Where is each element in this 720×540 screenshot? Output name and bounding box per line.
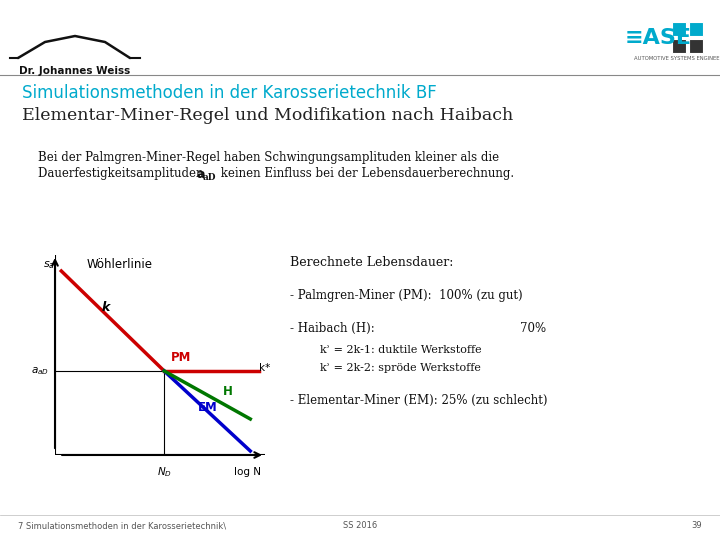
Text: kʾ = 2k-1: duktile Werkstoffe: kʾ = 2k-1: duktile Werkstoffe xyxy=(320,345,482,355)
Text: keinen Einfluss bei der Lebensdauerberechnung.: keinen Einfluss bei der Lebensdauerberec… xyxy=(217,167,514,180)
Text: $N_D$: $N_D$ xyxy=(157,465,171,479)
Text: EM: EM xyxy=(198,401,217,414)
Text: AUTOMOTIVE SYSTEMS ENGINEER: AUTOMOTIVE SYSTEMS ENGINEER xyxy=(634,56,720,60)
Text: 39: 39 xyxy=(691,522,702,530)
Bar xyxy=(689,22,703,36)
Text: 7 Simulationsmethoden in der Karosserietechnik\: 7 Simulationsmethoden in der Karosseriet… xyxy=(18,522,226,530)
Text: Berechnete Lebensdauer:: Berechnete Lebensdauer: xyxy=(290,255,454,268)
Text: ≡ASE: ≡ASE xyxy=(625,28,692,48)
Bar xyxy=(672,22,686,36)
Text: k: k xyxy=(102,301,109,314)
Text: Dr. Johannes Weiss: Dr. Johannes Weiss xyxy=(19,66,130,76)
Text: - Palmgren-Miner (PM):  100% (zu gut): - Palmgren-Miner (PM): 100% (zu gut) xyxy=(290,288,523,301)
Bar xyxy=(689,39,703,53)
Text: - Elementar-Miner (EM): 25% (zu schlecht): - Elementar-Miner (EM): 25% (zu schlecht… xyxy=(290,394,547,407)
Text: SS 2016: SS 2016 xyxy=(343,522,377,530)
Bar xyxy=(672,39,686,53)
Text: H: H xyxy=(223,385,233,398)
Text: Dauerfestigkeitsamplituden: Dauerfestigkeitsamplituden xyxy=(38,167,207,180)
Text: Elementar-Miner-Regel und Modifikation nach Haibach: Elementar-Miner-Regel und Modifikation n… xyxy=(22,106,513,124)
Text: log N: log N xyxy=(234,467,261,477)
Text: PM: PM xyxy=(171,351,191,364)
Text: aD: aD xyxy=(203,173,217,183)
Text: $a_{aD}$: $a_{aD}$ xyxy=(31,365,49,377)
Text: Wöhlerlinie: Wöhlerlinie xyxy=(86,259,153,272)
Text: kʾ = 2k-2: spröde Werkstoffe: kʾ = 2k-2: spröde Werkstoffe xyxy=(320,363,481,373)
Text: k*: k* xyxy=(258,363,270,373)
Text: $\mathbf{a}$: $\mathbf{a}$ xyxy=(196,167,205,180)
Text: $s_a$: $s_a$ xyxy=(42,259,55,271)
Text: Bei der Palmgren-Miner-Regel haben Schwingungsamplituden kleiner als die: Bei der Palmgren-Miner-Regel haben Schwi… xyxy=(38,152,499,165)
Text: Simulationsmethoden in der Karosserietechnik BF: Simulationsmethoden in der Karosserietec… xyxy=(22,84,437,102)
Text: - Haibach (H):: - Haibach (H): xyxy=(290,321,374,334)
Text: 70%: 70% xyxy=(520,321,546,334)
